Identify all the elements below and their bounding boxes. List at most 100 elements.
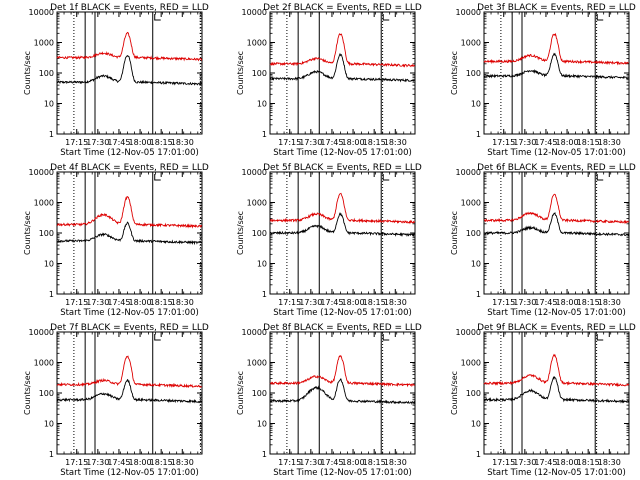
series-line-lld (269, 33, 415, 68)
y-tick-label: 10 (257, 420, 267, 429)
x-tick-label: 18:00 (342, 458, 365, 467)
x-tick-label: 18:30 (171, 298, 194, 307)
x-tick-label: 18:30 (384, 458, 407, 467)
x-tick-label: 18:30 (598, 138, 621, 147)
x-tick-label: 18:00 (556, 138, 579, 147)
y-tick-label: 10 (471, 420, 481, 429)
y-tick-label: 10000 (242, 328, 267, 337)
series-line-lld (56, 196, 203, 229)
series-line-lld (483, 353, 630, 388)
y-tick-label: 1000 (34, 359, 54, 368)
y-tick-label: 10 (471, 100, 481, 109)
plot-frame (269, 11, 416, 135)
y-tick-label: 100 (466, 229, 481, 238)
chart-panel-1: Det 1f BLACK = Events, RED = LLD 1 10 100 10… (23, 3, 209, 158)
y-tick-label: 1000 (461, 359, 481, 368)
chart-panel-5: Det 5f BLACK = Events, RED = LLD 1 10 100 10… (236, 163, 422, 318)
y-tick-label: 100 (39, 69, 54, 78)
range-bracket-marker (382, 14, 390, 21)
chart-title: Det 2f BLACK = Events, RED = LLD (263, 3, 422, 13)
y-axis-label: Counts/sec (236, 211, 245, 255)
x-tick-label: 18:30 (171, 458, 194, 467)
x-tick-label: 18:00 (129, 138, 152, 147)
y-tick-label: 10000 (29, 168, 54, 177)
y-tick-label: 100 (252, 229, 267, 238)
y-tick-label: 1000 (34, 39, 54, 48)
series-line-events (56, 221, 203, 246)
y-tick-label: 1 (476, 290, 481, 299)
x-tick-label: 18:30 (598, 458, 621, 467)
x-tick-label: 18:00 (556, 298, 579, 307)
y-tick-label: 10000 (456, 328, 481, 337)
y-tick-label: 10 (44, 420, 54, 429)
series-line-lld (56, 355, 202, 389)
range-bracket-marker (154, 334, 161, 341)
range-bracket-marker (382, 334, 390, 341)
plot-frame (56, 171, 203, 295)
y-tick-label: 1 (49, 290, 54, 299)
range-bracket-marker (596, 174, 604, 181)
chart-panel-8: Det 8f BLACK = Events, RED = LLD 1 10 100 10… (236, 323, 422, 478)
y-tick-label: 10 (257, 260, 267, 269)
series-line-events (483, 52, 629, 80)
x-tick-label: 17:15 (65, 138, 88, 147)
series-line-events (269, 212, 416, 238)
x-tick-label: 17:45 (534, 138, 557, 147)
range-bracket-marker (154, 174, 161, 181)
y-tick-label: 10000 (242, 168, 267, 177)
chart-panel-2: Det 2f BLACK = Events, RED = LLD 1 10 100 10… (236, 3, 422, 158)
x-tick-label: 18:15 (577, 138, 600, 147)
x-tick-label: 17:45 (534, 298, 557, 307)
x-axis-label: Start Time (12-Nov-05 17:01:00) (273, 468, 412, 478)
x-tick-label: 17:30 (299, 138, 322, 147)
y-axis-label: Counts/sec (450, 371, 459, 415)
x-tick-label: 18:00 (129, 298, 152, 307)
range-bracket-marker (596, 334, 604, 341)
x-tick-label: 18:15 (150, 458, 173, 467)
chart-title: Det 3f BLACK = Events, RED = LLD (477, 3, 636, 13)
chart-title: Det 7f BLACK = Events, RED = LLD (50, 323, 209, 333)
y-tick-label: 10 (44, 260, 54, 269)
y-tick-label: 1000 (461, 199, 481, 208)
series-line-lld (483, 32, 629, 66)
x-tick-label: 17:30 (513, 138, 536, 147)
series-line-events (269, 52, 416, 83)
x-tick-label: 18:15 (363, 298, 386, 307)
x-tick-label: 18:15 (363, 458, 386, 467)
chart-title: Det 6f BLACK = Events, RED = LLD (477, 163, 636, 173)
x-tick-label: 18:30 (384, 298, 407, 307)
x-tick-label: 17:45 (107, 458, 130, 467)
chart-panel-4: Det 4f BLACK = Events, RED = LLD 1 10 100 10… (23, 163, 209, 318)
y-tick-label: 10 (471, 260, 481, 269)
series-line-lld (56, 31, 203, 62)
x-tick-label: 17:15 (492, 298, 515, 307)
y-axis-label: Counts/sec (236, 371, 245, 415)
y-axis-label: Counts/sec (236, 51, 245, 95)
x-axis-label: Start Time (12-Nov-05 17:01:00) (273, 148, 412, 158)
y-axis-label: Counts/sec (23, 51, 32, 95)
x-tick-label: 17:30 (86, 298, 109, 307)
chart-panel-9: Det 9f BLACK = Events, RED = LLD 1 10 100 10… (450, 323, 636, 478)
y-axis-label: Counts/sec (23, 211, 32, 255)
y-tick-label: 10000 (29, 328, 54, 337)
series-line-lld (483, 193, 630, 225)
y-axis-label: Counts/sec (450, 51, 459, 95)
plot-frame (56, 331, 203, 455)
y-tick-label: 1000 (34, 199, 54, 208)
x-tick-label: 17:30 (299, 458, 322, 467)
y-tick-label: 10000 (456, 8, 481, 17)
x-axis-label: Start Time (12-Nov-05 17:01:00) (60, 148, 199, 158)
x-tick-label: 17:15 (492, 458, 515, 467)
x-tick-label: 17:15 (65, 298, 88, 307)
x-tick-label: 17:15 (492, 138, 515, 147)
y-tick-label: 1 (476, 450, 481, 459)
x-tick-label: 17:15 (278, 298, 301, 307)
x-tick-label: 18:00 (342, 298, 365, 307)
range-bracket-marker (154, 14, 161, 21)
y-tick-label: 100 (252, 69, 267, 78)
x-tick-label: 18:30 (598, 298, 621, 307)
x-tick-label: 17:45 (320, 138, 343, 147)
x-tick-label: 18:30 (171, 138, 194, 147)
x-axis-label: Start Time (12-Nov-05 17:01:00) (273, 308, 412, 318)
